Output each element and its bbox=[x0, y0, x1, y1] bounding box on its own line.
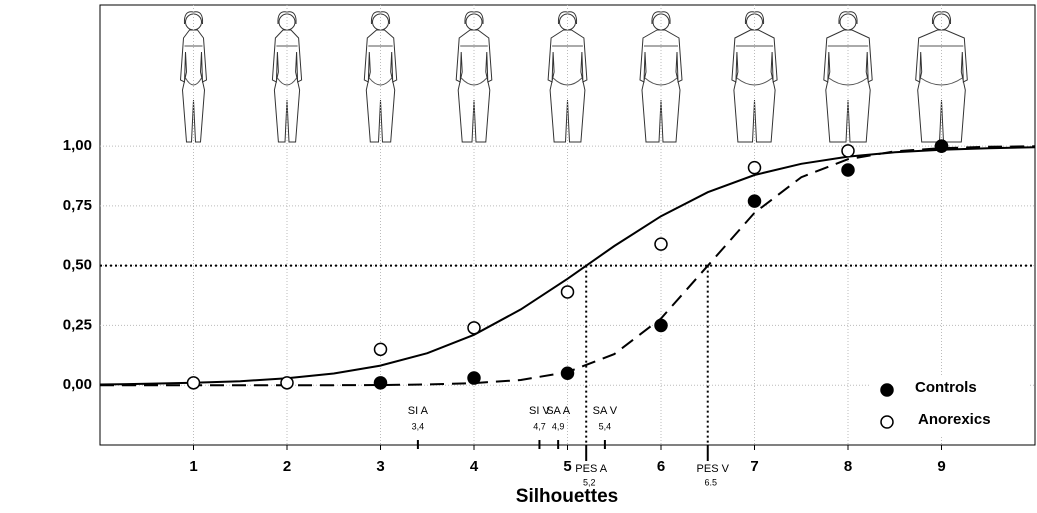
marker-value: 4,7 bbox=[533, 421, 546, 431]
figure-head bbox=[747, 14, 763, 30]
point bbox=[562, 286, 574, 298]
marker-label: SA A bbox=[546, 405, 571, 417]
y-tick-label: 0,50 bbox=[63, 257, 92, 274]
marker-value: 6.5 bbox=[704, 477, 717, 487]
point bbox=[375, 343, 387, 355]
figure-head bbox=[560, 14, 576, 30]
x-tick-label: 8 bbox=[844, 458, 852, 475]
x-axis-title: Silhouettes bbox=[516, 486, 618, 507]
y-tick-label: 0,00 bbox=[63, 376, 92, 393]
figure-head bbox=[279, 14, 295, 30]
x-tick-label: 5 bbox=[563, 458, 571, 475]
x-tick-label: 4 bbox=[470, 458, 479, 475]
y-tick-label: 0,25 bbox=[63, 316, 92, 333]
x-tick-label: 7 bbox=[750, 458, 758, 475]
figure-head bbox=[186, 14, 202, 30]
figure-head bbox=[653, 14, 669, 30]
point bbox=[749, 195, 761, 207]
point bbox=[655, 238, 667, 250]
x-tick-label: 6 bbox=[657, 458, 665, 475]
y-tick-label: 1,00 bbox=[63, 137, 92, 154]
marker-label: PES A bbox=[575, 463, 607, 475]
point bbox=[655, 319, 667, 331]
legend-swatch bbox=[881, 384, 893, 396]
figure-head bbox=[840, 14, 856, 30]
point bbox=[562, 367, 574, 379]
point bbox=[842, 145, 854, 157]
x-tick-label: 9 bbox=[937, 458, 945, 475]
figure-head bbox=[373, 14, 389, 30]
marker-label: SI A bbox=[408, 405, 429, 417]
marker-label: SA V bbox=[593, 405, 618, 417]
y-tick-label: 0,75 bbox=[63, 197, 92, 214]
figure-head bbox=[934, 14, 950, 30]
marker-label: PES V bbox=[697, 463, 730, 475]
marker-value: 3,4 bbox=[412, 421, 425, 431]
marker-value: 5,2 bbox=[583, 477, 596, 487]
marker-value: 4,9 bbox=[552, 421, 565, 431]
marker-value: 5,4 bbox=[599, 421, 612, 431]
point bbox=[936, 140, 948, 152]
x-tick-label: 3 bbox=[376, 458, 384, 475]
x-tick-label: 1 bbox=[189, 458, 197, 475]
point bbox=[188, 377, 200, 389]
point bbox=[842, 164, 854, 176]
chart: Silhouettes 1 2 3 4 5 6 7 8 9 0,00 0,25 0,50 0,75 1,0… bbox=[0, 0, 1037, 513]
point bbox=[281, 377, 293, 389]
point bbox=[749, 162, 761, 174]
legend-label: Anorexics bbox=[918, 411, 991, 428]
x-tick-label: 2 bbox=[283, 458, 291, 475]
legend-label: Controls bbox=[915, 379, 977, 396]
point bbox=[375, 377, 387, 389]
figure-head bbox=[466, 14, 482, 30]
legend-swatch bbox=[881, 416, 893, 428]
point bbox=[468, 372, 480, 384]
point bbox=[468, 322, 480, 334]
